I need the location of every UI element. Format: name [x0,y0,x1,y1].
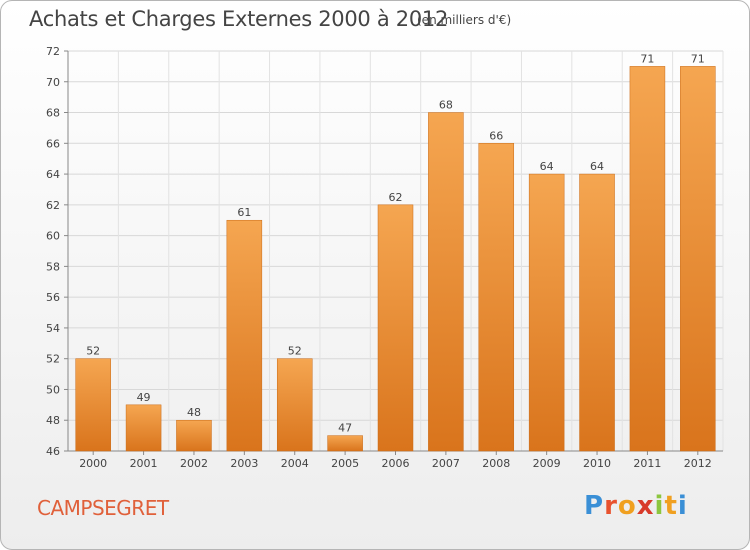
x-tick-label: 2004 [281,457,309,470]
bar [75,358,111,452]
y-tick-label: 62 [46,199,60,212]
x-tick-label: 2012 [684,457,712,470]
commune-name: CAMPSEGRET [37,496,169,520]
y-tick-label: 46 [46,445,60,458]
bar [176,419,212,452]
y-tick-label: 54 [46,322,60,335]
x-tick-label: 2003 [230,457,258,470]
data-label: 71 [640,52,654,65]
proxiti-logo: Proxiti [584,491,688,521]
x-tick-label: 2006 [382,457,410,470]
y-tick-label: 52 [46,353,60,366]
bar [680,66,716,452]
y-tick-label: 50 [46,383,60,396]
y-tick-label: 70 [46,76,60,89]
y-tick-labels: 46 48 50 52 54 56 58 60 62 64 66 68 70 72 [46,45,60,458]
bar [579,173,615,452]
bar [226,219,263,452]
logo-letter: P [584,491,605,521]
data-label: 64 [540,160,554,173]
data-label: 52 [86,345,100,358]
x-tick-label: 2008 [482,457,510,470]
bar [377,204,414,452]
x-tick-label: 2011 [633,457,661,470]
data-label: 71 [691,52,705,65]
logo-letter: t [664,491,678,521]
bar [428,112,464,452]
data-label: 48 [187,406,201,419]
data-label: 68 [439,99,453,112]
data-label: 47 [338,422,352,435]
bar [327,435,363,452]
y-tick-label: 56 [46,291,60,304]
bars [75,66,716,452]
bar [528,173,565,452]
x-tick-label: 2010 [583,457,611,470]
bar [125,404,162,452]
bar [276,358,313,452]
x-tick-label: 2007 [432,457,460,470]
logo-letter: r [604,491,618,521]
data-label: 49 [137,391,151,404]
y-tick-label: 64 [46,168,60,181]
x-tick-label: 2000 [79,457,107,470]
x-tick-labels: 2000 2001 2002 2003 2004 2005 2006 2007 2008 2009… [79,457,712,470]
chart-subtitle: (en milliers d'€) [417,13,512,27]
logo-letter: o [617,491,637,521]
x-tick-label: 2005 [331,457,359,470]
logo-letter: i [677,491,688,521]
data-label: 62 [389,191,403,204]
y-tick-label: 72 [46,45,60,58]
y-tick-label: 60 [46,230,60,243]
data-label: 66 [489,129,503,142]
data-label: 61 [237,206,251,219]
y-tick-label: 58 [46,260,60,273]
logo-letter: i [654,491,665,521]
data-labels: 52 49 48 61 52 47 62 68 66 64 64 71 71 [86,52,705,434]
chart-title: Achats et Charges Externes 2000 à 2012 [29,7,449,31]
x-tick-label: 2001 [130,457,158,470]
x-tick-label: 2009 [533,457,561,470]
y-tick-label: 68 [46,107,60,120]
y-tick-label: 66 [46,137,60,150]
y-tick-label: 48 [46,414,60,427]
logo-letter: x [636,491,655,521]
data-label: 64 [590,160,604,173]
bar [478,143,515,452]
data-label: 52 [288,345,302,358]
x-tick-label: 2002 [180,457,208,470]
bar [629,66,666,452]
